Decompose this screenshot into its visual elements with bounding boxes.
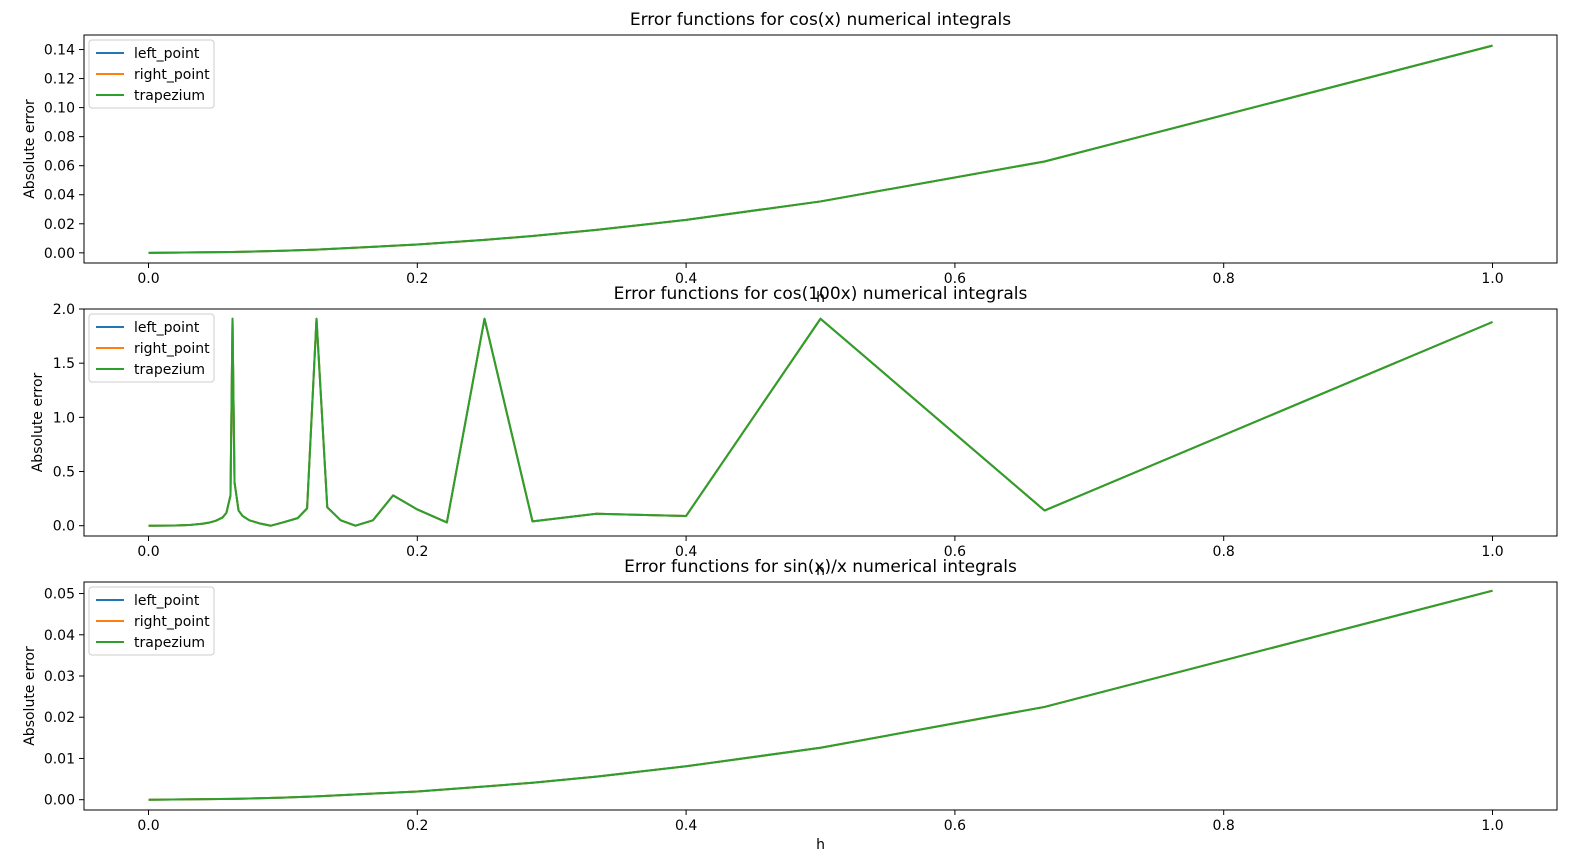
series-line-left_point <box>148 589 1493 801</box>
y-tick-label: 0.02 <box>44 217 75 233</box>
legend-label-trapezium: trapezium <box>134 362 205 378</box>
series-line-trapezium <box>148 44 1493 254</box>
y-tick-label: 0.00 <box>44 793 75 809</box>
y-tick-label: 0.14 <box>44 43 75 59</box>
legend-label-left_point: left_point <box>134 593 200 609</box>
y-tick-label: 0.04 <box>44 188 75 204</box>
x-tick-label: 0.0 <box>137 271 159 287</box>
x-tick-label: 0.4 <box>675 818 697 834</box>
x-tick-label: 0.6 <box>944 544 966 560</box>
x-tick-label: 0.2 <box>406 271 428 287</box>
x-tick-label: 0.8 <box>1213 271 1235 287</box>
series-line-right_point <box>148 317 1493 527</box>
chart-title: Error functions for cos(100x) numerical … <box>614 284 1028 304</box>
legend-box <box>88 313 215 383</box>
legend-label-trapezium: trapezium <box>134 635 205 651</box>
y-tick-label: 1.0 <box>53 410 75 426</box>
series-line-trapezium <box>148 317 1493 527</box>
legend-label-right_point: right_point <box>134 67 210 83</box>
series-line-trapezium <box>148 589 1493 801</box>
x-axis-label: h <box>816 563 825 579</box>
legend-box <box>88 586 215 656</box>
y-tick-label: 0.06 <box>44 159 75 175</box>
legend: left_point right_point trapezium <box>88 39 215 109</box>
x-tick-label: 0.8 <box>1213 544 1235 560</box>
y-tick-label: 0.02 <box>44 710 75 726</box>
y-axis-label: Absolute error <box>22 99 38 199</box>
axes-frame <box>83 34 1558 264</box>
y-tick-label: 0.08 <box>44 130 75 146</box>
legend-label-trapezium: trapezium <box>134 88 205 104</box>
series-line-left_point <box>148 317 1493 527</box>
x-tick-label: 1.0 <box>1481 818 1503 834</box>
subplot-1: 0.0 0.2 0.4 0.6 0.8 1.0 0.00 0.02 0.04 0.06 0.08 0.… <box>22 10 1558 306</box>
y-axis-label: Absolute error <box>30 372 46 472</box>
y-tick-label: 0.12 <box>44 72 75 88</box>
subplot-2: 0.0 0.2 0.4 0.6 0.8 1.0 0.0 0.5 1.0 1.5 2.0 Error f… <box>30 284 1558 579</box>
x-tick-label: 1.0 <box>1481 271 1503 287</box>
legend-label-left_point: left_point <box>134 46 200 62</box>
x-tick-label: 0.8 <box>1213 818 1235 834</box>
x-tick-label: 0.6 <box>944 271 966 287</box>
y-tick-label: 0.0 <box>53 519 75 535</box>
legend-label-right_point: right_point <box>134 341 210 357</box>
y-tick-label: 0.5 <box>53 465 75 481</box>
x-tick-label: 0.4 <box>675 271 697 287</box>
series-line-right_point <box>148 44 1493 254</box>
x-tick-label: 0.2 <box>406 818 428 834</box>
x-tick-label: 0.2 <box>406 544 428 560</box>
subplot-3: 0.0 0.2 0.4 0.6 0.8 1.0 0.00 0.01 0.02 0.03 0.04 0.… <box>22 557 1558 853</box>
legend: left_point right_point trapezium <box>88 586 215 656</box>
y-tick-label: 1.5 <box>53 356 75 372</box>
y-tick-label: 0.10 <box>44 101 75 117</box>
x-tick-label: 0.6 <box>944 818 966 834</box>
x-tick-label: 1.0 <box>1481 544 1503 560</box>
series-line-right_point <box>148 589 1493 801</box>
legend: left_point right_point trapezium <box>88 313 215 383</box>
legend-label-right_point: right_point <box>134 614 210 630</box>
chart-title: Error functions for cos(x) numerical int… <box>630 10 1011 30</box>
axes-frame <box>83 308 1558 537</box>
chart-title: Error functions for sin(x)/x numerical i… <box>624 557 1017 577</box>
x-tick-label: 0.4 <box>675 544 697 560</box>
x-tick-label: 0.0 <box>137 818 159 834</box>
x-axis-label: h <box>816 290 825 306</box>
x-axis-label: h <box>816 837 825 853</box>
y-tick-label: 0.00 <box>44 246 75 262</box>
x-tick-label: 0.0 <box>137 544 159 560</box>
y-tick-label: 0.04 <box>44 628 75 644</box>
legend-box <box>88 39 215 109</box>
y-tick-label: 2.0 <box>53 302 75 318</box>
y-tick-label: 0.03 <box>44 669 75 685</box>
y-tick-label: 0.01 <box>44 751 75 767</box>
y-tick-label: 0.05 <box>44 587 75 603</box>
series-line-left_point <box>148 44 1493 254</box>
legend-label-left_point: left_point <box>134 320 200 336</box>
axes-frame <box>83 581 1558 811</box>
y-axis-label: Absolute error <box>22 646 38 746</box>
